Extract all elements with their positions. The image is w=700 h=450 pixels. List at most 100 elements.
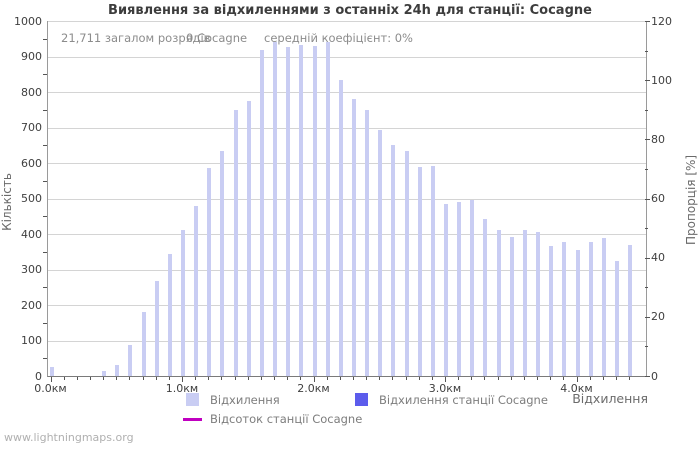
x-axis-tick xyxy=(458,377,460,380)
deviation-bar xyxy=(286,46,291,376)
y-axis-right-tick-label: 80 xyxy=(651,132,665,146)
deviation-bar xyxy=(470,199,475,376)
y-axis-right-minor-tick xyxy=(645,109,648,111)
y-axis-right-major-tick xyxy=(645,376,650,377)
y-axis-right-tick-label: 100 xyxy=(651,73,672,87)
x-axis-tick xyxy=(379,377,381,380)
deviation-bar xyxy=(575,250,580,376)
y-axis-right-tick-label: 60 xyxy=(651,192,665,205)
y-axis-left-tick-label: 200 xyxy=(21,298,42,312)
deviation-bar xyxy=(444,203,448,376)
deviation-bar xyxy=(509,236,514,376)
deviation-bar xyxy=(220,150,225,376)
y-axis-right-tick-label: 0 xyxy=(651,369,658,383)
deviation-bar xyxy=(536,231,541,376)
y-axis-left-minor-tick xyxy=(43,216,47,218)
y-axis-left-tick-label: 400 xyxy=(21,227,42,241)
gridline xyxy=(48,234,646,235)
deviation-bar xyxy=(259,50,264,376)
gridline xyxy=(48,127,646,129)
x-axis-tick xyxy=(497,377,499,380)
deviation-bar xyxy=(417,167,422,376)
x-axis-tick xyxy=(142,377,144,380)
x-axis-tick xyxy=(431,377,433,380)
x-axis-tick-label: 2.0км xyxy=(297,382,330,395)
deviation-bar xyxy=(154,280,159,376)
x-axis-tick xyxy=(76,377,78,380)
gridline xyxy=(48,21,646,22)
legend-line-percent xyxy=(183,418,202,421)
y-axis-left-tick-label: 0 xyxy=(35,369,42,383)
x-axis-tick xyxy=(300,377,302,380)
x-axis-tick-label: 3.0км xyxy=(428,382,462,395)
legend-label-percent: Відсоток станції Cocagne xyxy=(210,412,363,426)
y-axis-right-major-tick xyxy=(645,316,650,318)
y-axis-right-minor-tick xyxy=(645,346,648,348)
y-axis-right-title: Пропорція [%] xyxy=(684,154,698,245)
y-axis-right-minor-tick xyxy=(645,287,648,289)
x-axis-tick xyxy=(50,377,52,382)
x-axis-tick xyxy=(129,377,131,380)
deviation-bar xyxy=(496,230,501,376)
deviation-bar xyxy=(273,42,278,376)
y-axis-left-minor-tick xyxy=(43,145,47,147)
gridline xyxy=(48,269,646,271)
deviation-bar xyxy=(351,99,356,376)
deviation-bar xyxy=(391,145,396,376)
x-axis-tick xyxy=(471,377,473,380)
x-axis-tick xyxy=(326,377,328,380)
deviation-bar xyxy=(325,42,330,376)
x-axis-tick xyxy=(195,377,197,380)
legend-label-station: Відхилення станції Cocagne xyxy=(379,393,548,407)
y-axis-right-minor-tick xyxy=(645,228,648,230)
y-axis-left-minor-tick xyxy=(43,322,47,324)
x-axis-tick xyxy=(392,377,394,380)
x-axis-tick xyxy=(537,377,539,380)
x-axis-tick xyxy=(274,377,276,380)
y-axis-right-major-tick xyxy=(645,139,650,141)
deviation-bar xyxy=(246,100,251,376)
y-axis-left-tick-label: 800 xyxy=(21,85,42,99)
deviation-bar xyxy=(430,165,435,376)
x-axis-tick xyxy=(484,377,486,380)
deviation-bar xyxy=(233,109,238,376)
x-axis-tick xyxy=(602,377,604,380)
x-axis-tick xyxy=(366,377,368,380)
x-axis-tick xyxy=(629,377,631,380)
y-axis-left-minor-tick xyxy=(43,109,47,111)
deviation-bar xyxy=(404,151,409,376)
x-axis-tick xyxy=(287,377,289,380)
x-axis-tick xyxy=(576,377,578,382)
gridline xyxy=(48,92,646,93)
x-axis-tick xyxy=(221,377,223,380)
deviation-bar xyxy=(562,242,567,376)
x-axis-tick xyxy=(260,377,262,380)
y-axis-left-minor-tick xyxy=(43,180,47,182)
x-axis-tick xyxy=(155,377,157,380)
x-axis-tick xyxy=(234,377,236,380)
y-axis-left-minor-tick xyxy=(43,358,47,360)
gridline xyxy=(48,56,646,58)
x-axis-tick xyxy=(445,377,446,382)
plot-area: 21,711 загалом розрядів 0 Cocagne середн… xyxy=(47,21,647,377)
y-axis-right-tick-label: 20 xyxy=(651,310,665,324)
y-axis-left-tick-label: 300 xyxy=(21,263,42,276)
x-axis-tick xyxy=(589,377,591,380)
deviation-bar xyxy=(128,344,133,376)
y-axis-left-minor-tick xyxy=(43,38,47,40)
y-axis-left-tick-label: 600 xyxy=(21,156,42,170)
deviation-bar xyxy=(312,45,317,376)
deviation-bar xyxy=(207,167,212,376)
stat-station-count: 0 Cocagne xyxy=(186,31,248,45)
gridline xyxy=(48,163,646,164)
x-axis-tick xyxy=(510,377,512,380)
y-axis-right-minor-tick xyxy=(645,168,648,170)
gridline xyxy=(48,340,646,342)
deviation-bar xyxy=(628,245,633,376)
y-axis-right-major-tick xyxy=(645,21,650,22)
y-axis-left-minor-tick xyxy=(43,74,47,76)
x-axis-tick xyxy=(247,377,249,380)
watermark-link[interactable]: www.lightningmaps.org xyxy=(4,431,134,444)
gridline xyxy=(48,305,646,306)
